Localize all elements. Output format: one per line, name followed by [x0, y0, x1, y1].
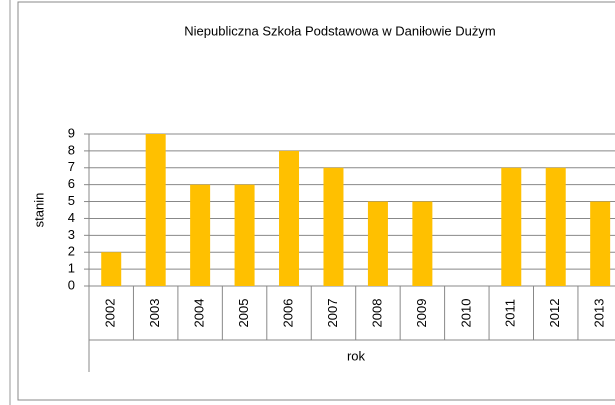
x-tick-label: 2010 — [458, 299, 473, 328]
y-tick-label: 7 — [68, 159, 75, 174]
y-tick-label: 9 — [68, 125, 75, 140]
bar — [590, 201, 611, 286]
bar — [145, 134, 166, 286]
y-tick-label: 0 — [68, 277, 75, 292]
bar — [367, 201, 388, 286]
y-tick-label: 6 — [68, 176, 75, 191]
x-tick-label: 2013 — [592, 299, 607, 328]
chart-title: Niepubliczna Szkoła Podstawowa w Daniłow… — [184, 23, 495, 38]
y-tick-label: 4 — [68, 210, 75, 225]
x-tick-label: 2007 — [325, 299, 340, 328]
bar — [501, 167, 522, 286]
y-tick-label: 8 — [68, 142, 75, 157]
x-tick-label: 2009 — [414, 299, 429, 328]
bar — [279, 150, 300, 286]
x-tick-label: 2004 — [192, 299, 207, 328]
y-axis-title: stanin — [31, 193, 46, 228]
x-tick-label: 2005 — [236, 299, 251, 328]
bar — [412, 201, 433, 286]
y-tick-label: 5 — [68, 193, 75, 208]
bar — [190, 184, 211, 286]
y-tick-label: 3 — [68, 227, 75, 242]
bar — [101, 252, 122, 286]
x-axis-title: rok — [347, 348, 366, 363]
bar — [234, 184, 255, 286]
y-tick-label: 1 — [68, 261, 75, 276]
bar — [545, 167, 566, 286]
x-tick-label: 2008 — [369, 299, 384, 328]
x-tick-label: 2012 — [547, 299, 562, 328]
y-tick-label: 2 — [68, 244, 75, 259]
x-tick-label: 2006 — [280, 299, 295, 328]
bar — [323, 167, 344, 286]
x-tick-label: 2002 — [103, 299, 118, 328]
x-tick-label: 2003 — [147, 299, 162, 328]
x-tick-label: 2011 — [503, 299, 518, 327]
